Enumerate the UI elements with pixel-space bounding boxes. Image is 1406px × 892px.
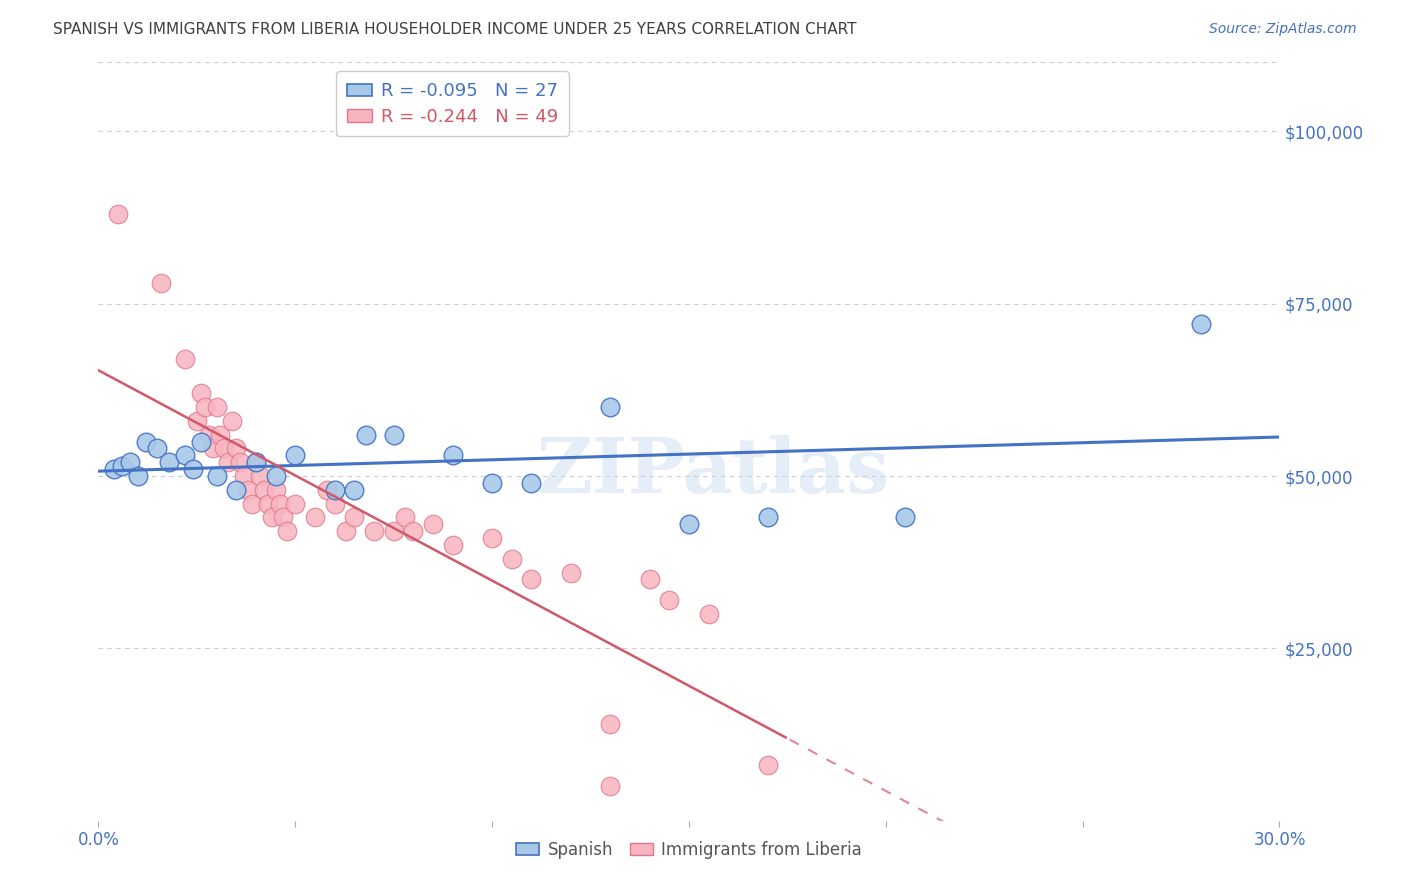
Point bbox=[756, 758, 779, 772]
Point bbox=[201, 442, 224, 456]
Point bbox=[214, 442, 236, 456]
Point bbox=[186, 414, 208, 428]
Point bbox=[441, 538, 464, 552]
Point bbox=[276, 524, 298, 538]
Point bbox=[127, 469, 149, 483]
Point bbox=[264, 483, 287, 497]
Point bbox=[520, 573, 543, 587]
Point bbox=[422, 517, 444, 532]
Point bbox=[273, 510, 295, 524]
Point bbox=[894, 510, 917, 524]
Point bbox=[323, 483, 346, 497]
Point bbox=[520, 475, 543, 490]
Point bbox=[157, 455, 180, 469]
Point bbox=[111, 458, 134, 473]
Point bbox=[269, 497, 291, 511]
Point bbox=[394, 510, 416, 524]
Point bbox=[135, 434, 157, 449]
Point bbox=[1189, 318, 1212, 332]
Point bbox=[264, 469, 287, 483]
Point bbox=[335, 524, 357, 538]
Point bbox=[174, 351, 197, 366]
Point bbox=[181, 462, 204, 476]
Point bbox=[678, 517, 700, 532]
Point bbox=[190, 386, 212, 401]
Point bbox=[304, 510, 326, 524]
Point bbox=[240, 497, 263, 511]
Point bbox=[236, 483, 259, 497]
Point bbox=[638, 573, 661, 587]
Text: SPANISH VS IMMIGRANTS FROM LIBERIA HOUSEHOLDER INCOME UNDER 25 YEARS CORRELATION: SPANISH VS IMMIGRANTS FROM LIBERIA HOUSE… bbox=[53, 22, 856, 37]
Point bbox=[103, 462, 125, 476]
Point bbox=[209, 427, 232, 442]
Text: Source: ZipAtlas.com: Source: ZipAtlas.com bbox=[1209, 22, 1357, 37]
Point bbox=[205, 469, 228, 483]
Point bbox=[146, 442, 169, 456]
Point bbox=[253, 483, 276, 497]
Point bbox=[363, 524, 385, 538]
Point bbox=[194, 400, 217, 414]
Point bbox=[217, 455, 239, 469]
Point bbox=[382, 427, 405, 442]
Point bbox=[256, 497, 278, 511]
Point bbox=[245, 455, 267, 469]
Point bbox=[343, 510, 366, 524]
Point bbox=[481, 531, 503, 545]
Point bbox=[229, 455, 252, 469]
Point bbox=[343, 483, 366, 497]
Point bbox=[150, 276, 173, 290]
Point bbox=[323, 497, 346, 511]
Point bbox=[756, 510, 779, 524]
Point bbox=[118, 455, 141, 469]
Text: ZIPatlas: ZIPatlas bbox=[536, 435, 889, 508]
Point bbox=[354, 427, 377, 442]
Point bbox=[382, 524, 405, 538]
Point bbox=[658, 593, 681, 607]
Point bbox=[107, 207, 129, 221]
Point bbox=[174, 448, 197, 462]
Legend: Spanish, Immigrants from Liberia: Spanish, Immigrants from Liberia bbox=[509, 834, 869, 865]
Point bbox=[599, 779, 621, 793]
Point bbox=[284, 497, 307, 511]
Point bbox=[249, 469, 271, 483]
Point bbox=[221, 414, 243, 428]
Point bbox=[190, 434, 212, 449]
Point bbox=[225, 442, 247, 456]
Point bbox=[284, 448, 307, 462]
Point bbox=[260, 510, 283, 524]
Point bbox=[315, 483, 337, 497]
Point bbox=[501, 551, 523, 566]
Point bbox=[402, 524, 425, 538]
Point bbox=[560, 566, 582, 580]
Point bbox=[599, 717, 621, 731]
Point bbox=[697, 607, 720, 621]
Point bbox=[205, 400, 228, 414]
Point bbox=[441, 448, 464, 462]
Point bbox=[245, 455, 267, 469]
Point bbox=[599, 400, 621, 414]
Point bbox=[233, 469, 256, 483]
Point bbox=[225, 483, 247, 497]
Point bbox=[481, 475, 503, 490]
Point bbox=[197, 427, 219, 442]
